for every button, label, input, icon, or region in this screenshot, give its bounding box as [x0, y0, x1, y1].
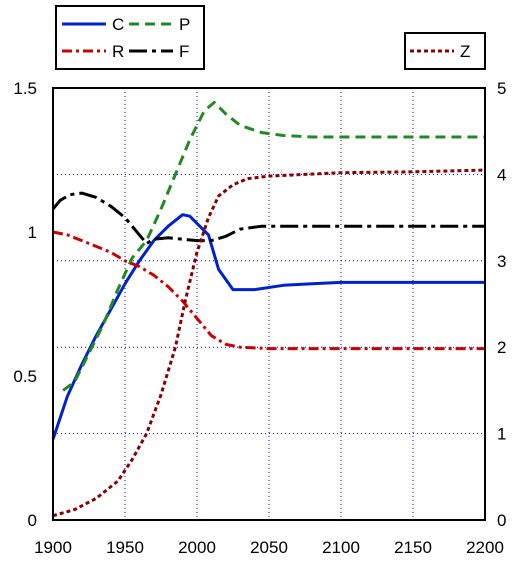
- y-right-tick-label: 5: [497, 79, 506, 98]
- x-tick-label: 1900: [34, 538, 72, 557]
- y-right-tick-label: 1: [497, 425, 506, 444]
- y-right-tick-label: 4: [497, 165, 506, 184]
- series-line-z: [52, 168, 486, 518]
- y-left-tick-label: 0: [28, 511, 37, 530]
- y-left-tick-label: 1.5: [13, 79, 37, 98]
- series-line-r: [52, 230, 485, 351]
- series-line-f: [51, 191, 485, 245]
- y-right-tick-label: 3: [497, 252, 506, 271]
- grid-layer: [53, 88, 485, 520]
- y-left-tick-label: 0.5: [13, 367, 37, 386]
- legend-label-r: R: [112, 42, 124, 61]
- series-line-c: [51, 213, 485, 440]
- x-tick-label: 1950: [106, 538, 144, 557]
- x-tick-label: 2200: [466, 538, 504, 557]
- legend-layer: C P R F Z: [55, 5, 486, 70]
- x-tick-label: 2000: [178, 538, 216, 557]
- series-layer: [51, 100, 486, 518]
- series-line-p: [62, 100, 485, 392]
- y-right-tick-label: 2: [497, 338, 506, 357]
- legend-label-f: F: [179, 42, 189, 61]
- legend-label-p: P: [179, 15, 190, 34]
- x-tick-label: 2050: [250, 538, 288, 557]
- legend-label-z: Z: [460, 42, 470, 61]
- x-tick-label: 2100: [322, 538, 360, 557]
- plot-area-frame: [52, 87, 486, 521]
- legend-label-c: C: [112, 15, 124, 34]
- legend-box-left: [55, 5, 205, 70]
- y-left-tick-label: 1: [28, 223, 37, 242]
- x-tick-label: 2150: [394, 538, 432, 557]
- tick-labels: 1900 1950 2000 2050 2100 2150 2200 0 1 2 3 4 5 0 0.5 1 1…: [13, 79, 506, 557]
- y-right-tick-label: 0: [497, 511, 506, 530]
